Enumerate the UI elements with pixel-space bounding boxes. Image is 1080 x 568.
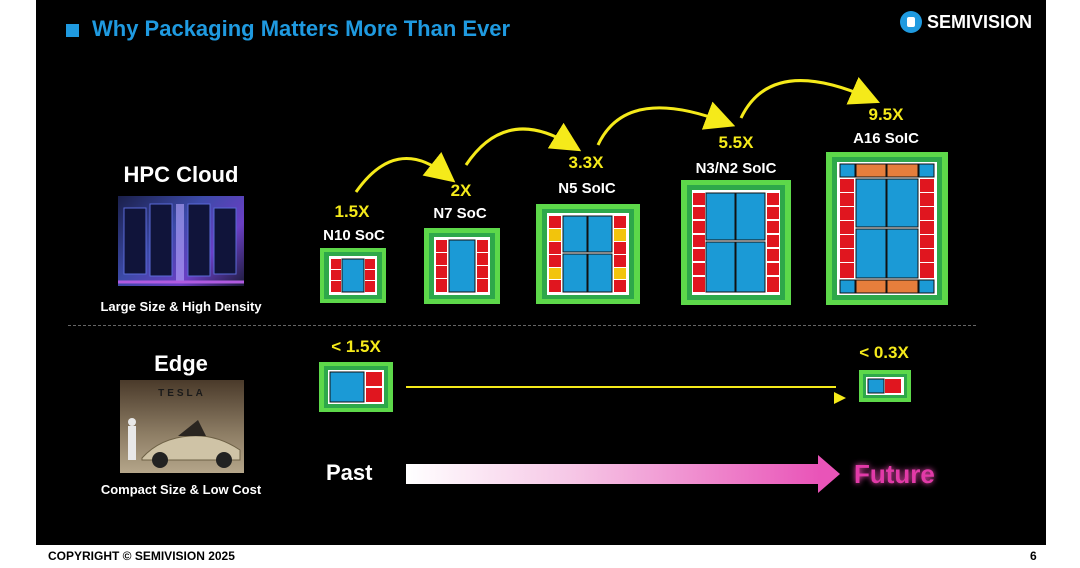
multiplier-n5: 3.3X — [568, 153, 604, 172]
hpc-row-caption: Large Size & High Density — [100, 299, 262, 314]
hpc-row-title: HPC Cloud — [123, 162, 239, 187]
timeline-future-label: Future — [854, 459, 935, 489]
growth-arrow-2 — [464, 122, 582, 166]
chip-n3n2 — [681, 180, 791, 305]
timeline-arrowhead — [818, 455, 840, 493]
server-rack-photo — [118, 196, 244, 286]
slide: Why Packaging Matters More Than Ever SEM… — [36, 0, 1046, 545]
multiplier-edge-past: < 1.5X — [331, 337, 381, 356]
logo-text: SEMIVISION — [927, 11, 1033, 32]
multiplier-a16: 9.5X — [868, 105, 904, 124]
timeline-arrow-body — [406, 464, 820, 484]
growth-arrow-3 — [596, 101, 736, 146]
chip-edge-future — [859, 370, 911, 402]
chip-edge-past — [319, 362, 393, 412]
growth-arrow-1 — [354, 152, 456, 193]
chip-name-n5: N5 SoIC — [558, 180, 616, 197]
footer-page-number: 6 — [1030, 549, 1037, 563]
chip-name-a16: A16 SoIC — [853, 130, 919, 147]
timeline-past-label: Past — [326, 460, 373, 485]
chip-n7 — [424, 228, 500, 304]
chip-n5 — [536, 204, 640, 304]
server-rack-illustration — [118, 203, 244, 284]
slide-title: Why Packaging Matters More Than Ever — [92, 16, 511, 41]
footer-copyright: COPYRIGHT © SEMIVISION 2025 — [48, 549, 235, 563]
chip-name-n10: N10 SoC — [323, 227, 385, 244]
chip-a16 — [826, 152, 948, 305]
chip-name-n7: N7 SoC — [433, 205, 487, 222]
logo-icon — [900, 11, 922, 33]
growth-arrow-4 — [739, 77, 880, 119]
tesla-car-illustration: TESLA — [128, 388, 241, 468]
multiplier-n10: 1.5X — [334, 202, 370, 221]
multiplier-edge-future: < 0.3X — [859, 343, 909, 362]
multiplier-n3n2: 5.5X — [718, 133, 754, 152]
semivision-logo: SEMIVISION — [900, 9, 1032, 35]
edge-row-caption: Compact Size & Low Cost — [100, 482, 262, 497]
chip-name-n3n2: N3/N2 SoIC — [695, 160, 777, 177]
row-divider — [68, 325, 976, 326]
title-bullet — [66, 24, 79, 37]
chip-diagram — [319, 77, 948, 412]
edge-row-title: Edge — [154, 351, 208, 376]
tesla-wordmark: TESLA — [158, 388, 206, 399]
chip-n10 — [320, 248, 386, 303]
edge-timeline-arrowhead — [834, 392, 846, 404]
tesla-robot-car-photo: TESLA — [120, 380, 244, 473]
multiplier-n7: 2X — [450, 181, 472, 200]
